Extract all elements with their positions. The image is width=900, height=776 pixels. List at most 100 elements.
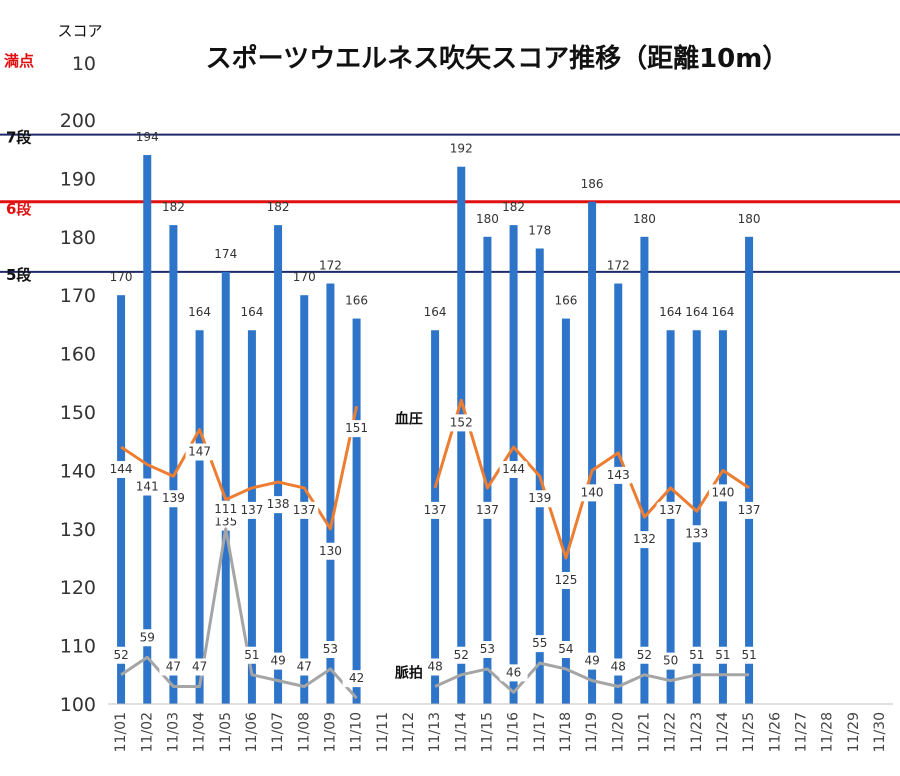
- blood-pressure-value-label: 143: [607, 468, 630, 482]
- blood-pressure-value-label: 137: [293, 503, 316, 517]
- reference-line-label: 5段: [6, 266, 31, 284]
- pulse-value-label: 42: [349, 671, 364, 685]
- x-tick-label: 11/24: [715, 712, 731, 752]
- reference-line-label: 7段: [6, 129, 31, 147]
- bar-value-label: 164: [659, 305, 682, 319]
- blood-pressure-value-label: 147: [188, 445, 211, 459]
- x-tick-label: 11/06: [244, 712, 260, 752]
- bar: [640, 236, 649, 705]
- x-tick-label: 11/30: [872, 712, 888, 752]
- pulse-line: [434, 661, 750, 694]
- x-tick-label: 11/26: [767, 712, 783, 752]
- blood-pressure-label-bg: [578, 484, 607, 502]
- pulse-label-bg: [211, 500, 240, 518]
- blood-pressure-label-bg: [342, 420, 371, 438]
- pulse-value-label: 52: [113, 648, 128, 662]
- x-tick-label: 11/15: [479, 712, 495, 752]
- pulse-label-bg: [708, 646, 737, 664]
- pulse-value-label: 51: [689, 648, 704, 662]
- bar: [143, 155, 152, 705]
- x-tick-label: 11/04: [192, 712, 208, 752]
- pulse-label-bg: [159, 658, 188, 676]
- pulse-label-bg: [290, 658, 319, 676]
- x-tick-label: 11/17: [532, 712, 548, 752]
- pulse-label-bg: [578, 652, 607, 670]
- bar-value-label: 166: [554, 294, 577, 308]
- blood-pressure-value-label: 140: [711, 485, 734, 499]
- pulse-value-label: 51: [741, 648, 756, 662]
- bar-series: 1701941821641741641821701721661641921801…: [110, 130, 761, 705]
- bar: [352, 318, 361, 704]
- x-tick-label: 11/21: [636, 712, 652, 752]
- series-name-label: 脈拍: [395, 665, 423, 682]
- bar: [745, 236, 754, 705]
- pulse-label-bg: [342, 670, 371, 688]
- blood-pressure-label-bg: [290, 501, 319, 519]
- pulse-value-label: 46: [506, 665, 521, 679]
- x-tick-label: 11/03: [165, 712, 181, 752]
- y-axis-unit-label: スコア: [57, 22, 102, 40]
- bar-value-label: 164: [424, 305, 447, 319]
- x-tick-label: 11/23: [689, 712, 705, 752]
- bar: [326, 283, 335, 704]
- x-tick-label: 11/07: [270, 712, 286, 752]
- blood-pressure-line: [433, 398, 750, 560]
- blood-pressure-value-label: 137: [659, 503, 682, 517]
- pulse-value-label: 55: [532, 636, 547, 650]
- bar-value-label: 178: [528, 223, 551, 237]
- x-tick-label: 11/02: [139, 712, 155, 752]
- pulse-value-label: 47: [192, 659, 207, 673]
- pulse-value-label: 53: [323, 642, 338, 656]
- pulse-value-label: 49: [584, 654, 599, 668]
- pulse-label-bg: [473, 640, 502, 658]
- bar-value-label: 164: [685, 305, 708, 319]
- bar-value-label: 182: [502, 200, 525, 214]
- y-tick-label: 180: [60, 227, 96, 249]
- blood-pressure-label-bg: [316, 542, 345, 560]
- blood-pressure-value-label: 140: [581, 485, 604, 499]
- y-tick-label: 190: [60, 168, 96, 190]
- bar: [614, 283, 623, 704]
- blood-pressure-label-bg: [264, 496, 293, 514]
- blood-pressure-label-bg: [447, 414, 476, 432]
- blood-pressure-label-bg: [551, 572, 580, 589]
- blood-pressure-value-label: 137: [240, 503, 263, 517]
- blood-pressure-value-label: 151: [345, 421, 368, 435]
- bar-value-label: 180: [738, 212, 761, 226]
- pulse-value-label: 59: [140, 630, 155, 644]
- x-tick-label: 11/18: [558, 712, 574, 752]
- blood-pressure-value-label: 144: [502, 462, 525, 476]
- pulse-label-bg: [604, 658, 633, 676]
- blood-pressure-value-label: 132: [633, 532, 656, 546]
- y-tick-label: 120: [60, 577, 96, 599]
- x-tick-label: 11/11: [375, 712, 391, 752]
- full-score-label: 満点: [4, 52, 34, 70]
- x-tick-label: 11/14: [453, 712, 469, 752]
- pulse-value-label: 50: [663, 654, 678, 668]
- bar-value-label: 164: [240, 305, 263, 319]
- x-tick-label: 11/01: [113, 712, 129, 752]
- bar: [274, 225, 283, 704]
- x-tick-label: 11/20: [610, 712, 626, 752]
- bar: [195, 330, 204, 704]
- y-tick-label: 100: [60, 694, 96, 716]
- y-tick-label: 160: [60, 344, 96, 366]
- pulse-label-bg: [499, 664, 528, 682]
- x-tick-label: 11/27: [793, 712, 809, 752]
- bar-value-label: 170: [110, 270, 133, 284]
- bar: [588, 201, 597, 704]
- x-tick-label: 11/28: [820, 712, 836, 752]
- bar-value-label: 172: [319, 259, 342, 273]
- pulse-label-bg: [133, 629, 162, 647]
- blood-pressure-label-bg: [133, 478, 162, 496]
- pulse-label-bg: [447, 646, 476, 664]
- blood-pressure-label-bg: [499, 461, 528, 479]
- pulse-label-bg: [107, 646, 136, 664]
- bar-value-label: 164: [188, 305, 211, 319]
- blood-pressure-label-bg: [159, 490, 188, 508]
- x-tick-label: 11/16: [506, 712, 522, 752]
- y-tick-label: 110: [60, 636, 96, 658]
